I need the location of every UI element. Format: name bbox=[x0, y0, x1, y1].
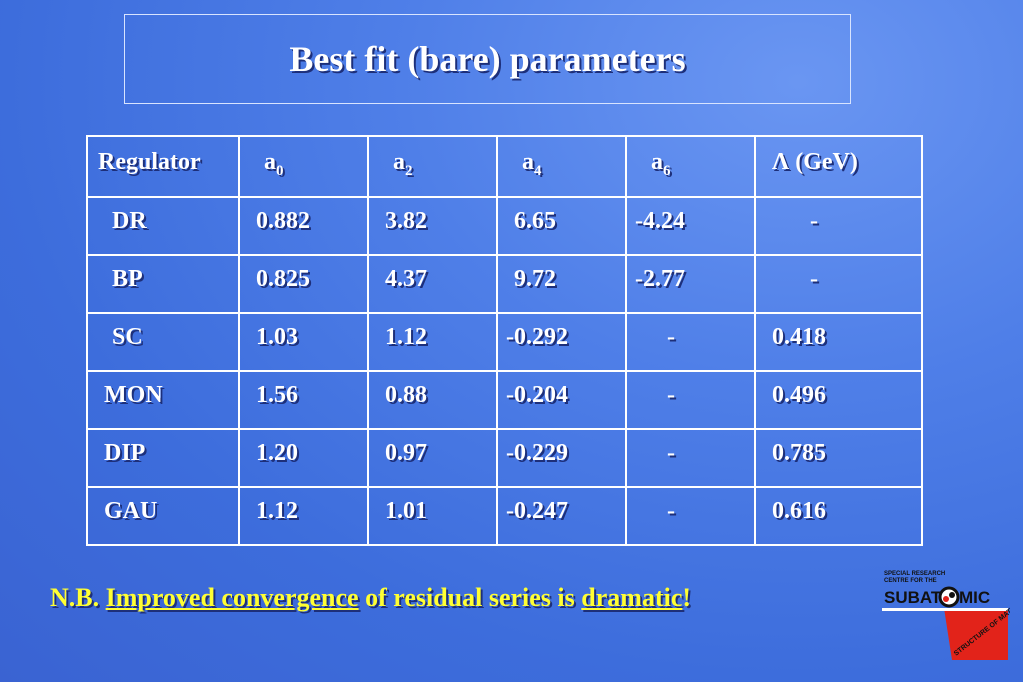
cell-a4: -0.204 bbox=[496, 369, 627, 430]
cell-a4: -0.229 bbox=[496, 427, 627, 488]
cell-a0: 0.825 bbox=[238, 253, 369, 314]
cell-a4: 9.72 bbox=[496, 253, 627, 314]
cell-lambda: - bbox=[754, 253, 923, 314]
cell-regulator: MON bbox=[86, 369, 240, 430]
footnote: N.B. Improved convergence of residual se… bbox=[50, 583, 691, 613]
cell-a0: 1.56 bbox=[238, 369, 369, 430]
title-box: Best fit (bare) parameters bbox=[124, 14, 851, 104]
note-prefix: N.B. bbox=[50, 583, 106, 612]
table-row: DR 0.882 3.82 6.65 -4.24 - bbox=[86, 195, 923, 256]
cell-a0: 1.12 bbox=[238, 485, 369, 547]
cell-a6: - bbox=[625, 311, 756, 372]
logo-line1: SPECIAL RESEARCH bbox=[884, 571, 945, 577]
cell-a2: 0.97 bbox=[367, 427, 498, 488]
cell-a2: 3.82 bbox=[367, 195, 498, 256]
cell-regulator: BP bbox=[86, 253, 240, 314]
cell-a2: 4.37 bbox=[367, 253, 498, 314]
subatomic-logo: SPECIAL RESEARCH CENTRE FOR THE SUBAT MI… bbox=[882, 571, 1010, 660]
logo-atom-icon bbox=[938, 586, 960, 608]
cell-regulator: SC bbox=[86, 311, 240, 372]
cell-a2: 1.01 bbox=[367, 485, 498, 547]
cell-a4: -0.247 bbox=[496, 485, 627, 547]
cell-lambda: 0.785 bbox=[754, 427, 923, 488]
slide-title: Best fit (bare) parameters bbox=[289, 39, 686, 79]
cell-regulator: DIP bbox=[86, 427, 240, 488]
cell-lambda: 0.496 bbox=[754, 369, 923, 430]
cell-a6: - bbox=[625, 485, 756, 547]
cell-a2: 1.12 bbox=[367, 311, 498, 372]
cell-lambda: 0.418 bbox=[754, 311, 923, 372]
table-row: SC 1.03 1.12 -0.292 - 0.418 bbox=[86, 311, 923, 372]
cell-regulator: GAU bbox=[86, 485, 240, 547]
logo-divider bbox=[882, 608, 1008, 611]
cell-a6: - bbox=[625, 369, 756, 430]
cell-regulator: DR bbox=[86, 195, 240, 256]
logo-line2: CENTRE FOR THE bbox=[884, 578, 937, 584]
note-emphasis-dramatic: dramatic bbox=[581, 583, 683, 612]
cell-a6: - bbox=[625, 427, 756, 488]
header-lambda: Λ (GeV) bbox=[754, 135, 923, 198]
logo-red-block bbox=[944, 608, 1008, 660]
table-header-row: Regulator a0 a2 a4 a6 Λ (GeV) bbox=[86, 135, 923, 198]
header-regulator: Regulator bbox=[86, 135, 240, 198]
note-middle: of residual series is bbox=[358, 583, 582, 612]
table-row: MON 1.56 0.88 -0.204 - 0.496 bbox=[86, 369, 923, 430]
cell-a0: 0.882 bbox=[238, 195, 369, 256]
cell-lambda: - bbox=[754, 195, 923, 256]
table-row: GAU 1.12 1.01 -0.247 - 0.616 bbox=[86, 485, 923, 547]
table-row: BP 0.825 4.37 9.72 -2.77 - bbox=[86, 253, 923, 314]
cell-a0: 1.03 bbox=[238, 311, 369, 372]
cell-lambda: 0.616 bbox=[754, 485, 923, 547]
note-emphasis-convergence: Improved convergence bbox=[105, 583, 359, 612]
cell-a0: 1.20 bbox=[238, 427, 369, 488]
header-a6: a6 bbox=[625, 135, 756, 198]
logo-word-right: MIC bbox=[959, 588, 990, 607]
note-suffix: ! bbox=[682, 583, 692, 612]
cell-a6: -2.77 bbox=[625, 253, 756, 314]
header-a2: a2 bbox=[367, 135, 498, 198]
cell-a4: 6.65 bbox=[496, 195, 627, 256]
parameters-table: Regulator a0 a2 a4 a6 Λ (GeV) DR 0.882 3… bbox=[86, 135, 923, 547]
logo-word-left: SUBAT bbox=[884, 588, 942, 607]
header-a0: a0 bbox=[238, 135, 369, 198]
header-a4: a4 bbox=[496, 135, 627, 198]
cell-a6: -4.24 bbox=[625, 195, 756, 256]
cell-a4: -0.292 bbox=[496, 311, 627, 372]
cell-a2: 0.88 bbox=[367, 369, 498, 430]
table-row: DIP 1.20 0.97 -0.229 - 0.785 bbox=[86, 427, 923, 488]
